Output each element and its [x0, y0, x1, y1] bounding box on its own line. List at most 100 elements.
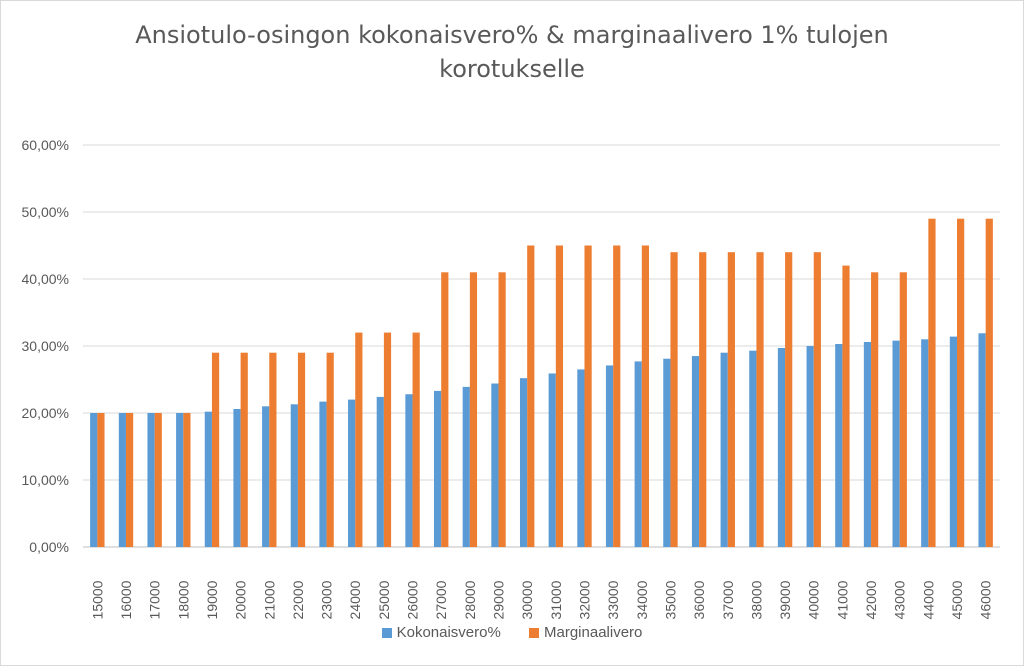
- bar-kokonaisvero: [577, 369, 585, 547]
- y-tick-label: 40,00%: [22, 271, 69, 287]
- legend-label-marginaalivero: Marginaalivero: [544, 624, 643, 641]
- bar-kokonaisvero: [118, 413, 126, 547]
- bar-marginaalivero: [498, 272, 506, 547]
- x-tick-label: 43000: [892, 580, 908, 619]
- bar-marginaalivero: [240, 352, 248, 547]
- bar-kokonaisvero: [405, 394, 413, 547]
- bar-marginaalivero: [842, 265, 850, 547]
- bar-kokonaisvero: [491, 383, 499, 547]
- bar-marginaalivero: [125, 413, 134, 547]
- bar-marginaalivero: [326, 352, 334, 547]
- bar-kokonaisvero: [892, 340, 900, 547]
- legend-item-marginaalivero: Marginaalivero: [529, 624, 642, 641]
- bar-marginaalivero: [641, 245, 649, 547]
- x-tick-label: 16000: [118, 580, 134, 619]
- y-tick-label: 20,00%: [22, 405, 69, 421]
- bar-kokonaisvero: [777, 348, 786, 547]
- bar-marginaalivero: [613, 245, 621, 547]
- bars: [90, 218, 993, 547]
- bar-marginaalivero: [584, 245, 592, 547]
- bar-kokonaisvero: [663, 358, 671, 547]
- legend-label-kokonaisvero: Kokonaisvero%: [396, 624, 501, 641]
- bar-kokonaisvero: [462, 386, 470, 547]
- gridlines: [83, 144, 1000, 548]
- bar-marginaalivero: [756, 252, 764, 547]
- x-tick-label: 24000: [347, 580, 363, 619]
- bar-marginaalivero: [670, 252, 678, 547]
- x-tick-label: 32000: [576, 580, 592, 619]
- legend-swatch-marginaalivero: [529, 627, 539, 638]
- bar-marginaalivero: [355, 332, 363, 547]
- bar-kokonaisvero: [749, 350, 757, 547]
- bar-kokonaisvero: [978, 333, 986, 547]
- bar-kokonaisvero: [519, 378, 528, 547]
- bar-marginaalivero: [957, 218, 965, 547]
- x-tick-label: 31000: [548, 580, 564, 619]
- bar-marginaalivero: [269, 352, 277, 547]
- bar-kokonaisvero: [634, 361, 642, 547]
- bar-marginaalivero: [899, 272, 907, 547]
- x-tick-label: 17000: [147, 580, 163, 619]
- bar-marginaalivero: [469, 272, 478, 547]
- x-tick-label: 41000: [834, 580, 850, 619]
- bar-marginaalivero: [727, 252, 735, 547]
- x-tick-label: 27000: [433, 580, 449, 619]
- bar-kokonaisvero: [290, 404, 298, 547]
- x-tick-label: 29000: [491, 580, 507, 619]
- bar-kokonaisvero: [835, 343, 843, 547]
- x-tick-label: 46000: [978, 580, 994, 619]
- legend-swatch-kokonaisvero: [381, 627, 392, 638]
- x-tick-label: 23000: [319, 580, 335, 619]
- x-tick-label: 22000: [290, 580, 306, 619]
- x-tick-label: 20000: [233, 580, 249, 619]
- x-tick-label: 18000: [175, 580, 191, 619]
- bar-kokonaisvero: [921, 339, 929, 547]
- bar-kokonaisvero: [863, 341, 872, 547]
- bar-marginaalivero: [871, 272, 879, 547]
- x-tick-label: 21000: [261, 580, 277, 619]
- bar-kokonaisvero: [548, 373, 556, 547]
- bar-kokonaisvero: [376, 396, 384, 547]
- chart-title: Ansiotulo-osingon kokonaisvero% & margin…: [0, 18, 1024, 86]
- bar-kokonaisvero: [262, 406, 270, 547]
- y-tick-label: 60,00%: [22, 137, 69, 153]
- x-tick-label: 25000: [376, 580, 392, 619]
- x-tick-label: 19000: [204, 580, 220, 619]
- bar-kokonaisvero: [949, 336, 958, 547]
- bar-kokonaisvero: [319, 401, 327, 547]
- bar-kokonaisvero: [806, 346, 814, 547]
- bar-marginaalivero: [97, 413, 105, 547]
- bar-marginaalivero: [412, 332, 420, 547]
- x-tick-label: 37000: [720, 580, 736, 619]
- x-tick-label: 40000: [806, 580, 822, 619]
- bar-marginaalivero: [555, 245, 564, 547]
- x-tick-label: 28000: [462, 580, 478, 619]
- chart-title-line-2: korotukselle: [439, 55, 585, 83]
- bar-kokonaisvero: [348, 399, 356, 547]
- bar-marginaalivero: [154, 413, 162, 547]
- bar-kokonaisvero: [720, 352, 728, 547]
- bar-marginaalivero: [441, 272, 449, 547]
- bar-kokonaisvero: [691, 356, 700, 547]
- y-tick-label: 0,00%: [29, 539, 69, 555]
- bar-kokonaisvero: [176, 413, 184, 547]
- x-tick-label: 35000: [662, 580, 678, 619]
- x-tick-label: 44000: [920, 580, 936, 619]
- bar-kokonaisvero: [204, 411, 212, 547]
- x-tick-label: 42000: [863, 580, 879, 619]
- bar-kokonaisvero: [434, 390, 442, 547]
- legend-item-kokonaisvero: Kokonaisvero%: [381, 624, 501, 641]
- bar-marginaalivero: [813, 252, 821, 547]
- y-tick-label: 50,00%: [22, 204, 69, 220]
- x-tick-label: 38000: [748, 580, 764, 619]
- bar-marginaalivero: [211, 352, 220, 547]
- chart-title-line-1: Ansiotulo-osingon kokonaisvero% & margin…: [135, 21, 889, 49]
- x-tick-label: 15000: [89, 580, 105, 619]
- bar-kokonaisvero: [605, 365, 614, 547]
- y-tick-label: 30,00%: [22, 338, 69, 354]
- bar-kokonaisvero: [233, 408, 241, 547]
- y-axis: 0,00% 10,00% 20,00% 30,00% 40,00% 50,00% 60,00…: [22, 137, 69, 555]
- x-axis: 15000 16000 17000 18000 19000 20000 21000 22000…: [89, 580, 993, 619]
- bar-kokonaisvero: [90, 413, 98, 547]
